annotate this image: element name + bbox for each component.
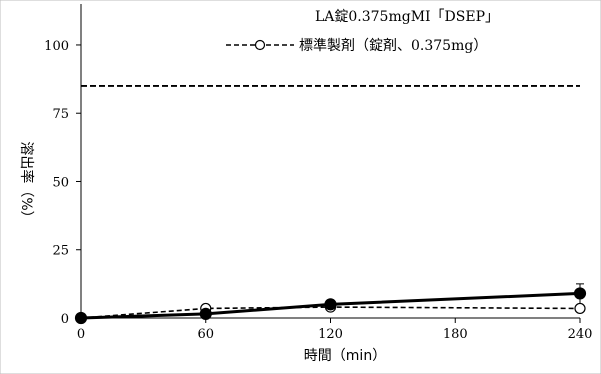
x-tick-label: 0 xyxy=(77,327,85,342)
legend-marker-series-2 xyxy=(254,39,266,51)
ticks: 0 25 50 75 100 0 60 120 180 240 xyxy=(44,39,592,342)
x-tick-label: 60 xyxy=(197,327,214,342)
y-tick-label: 0 xyxy=(61,312,69,327)
x-tick-label: 180 xyxy=(443,327,468,342)
data-point-series-1 xyxy=(74,311,88,325)
x-tick-label: 240 xyxy=(568,327,593,342)
y-axis-title: 溶出率（%） xyxy=(18,141,35,224)
y-tick-label: 100 xyxy=(44,39,69,54)
series-group xyxy=(74,283,587,325)
series-line-1 xyxy=(80,291,581,320)
data-point-series-1 xyxy=(199,307,212,321)
legend: LA錠0.375mgMI「DSEP」 標準製剤（錠剤、0.375mg） xyxy=(226,9,499,54)
data-point-series-1 xyxy=(324,298,337,311)
y-tick-label: 75 xyxy=(52,107,69,122)
x-tick-label: 120 xyxy=(318,327,343,342)
data-point-series-1 xyxy=(573,287,587,300)
x-axis-title: 時間（min） xyxy=(304,348,386,364)
legend-label-series-1: LA錠0.375mgMI「DSEP」 xyxy=(315,9,499,25)
y-tick-label: 25 xyxy=(52,244,69,259)
y-tick-label: 50 xyxy=(52,175,69,190)
data-point-series-2 xyxy=(574,302,586,315)
legend-label-series-2: 標準製剤（錠剤、0.375mg） xyxy=(299,38,487,54)
